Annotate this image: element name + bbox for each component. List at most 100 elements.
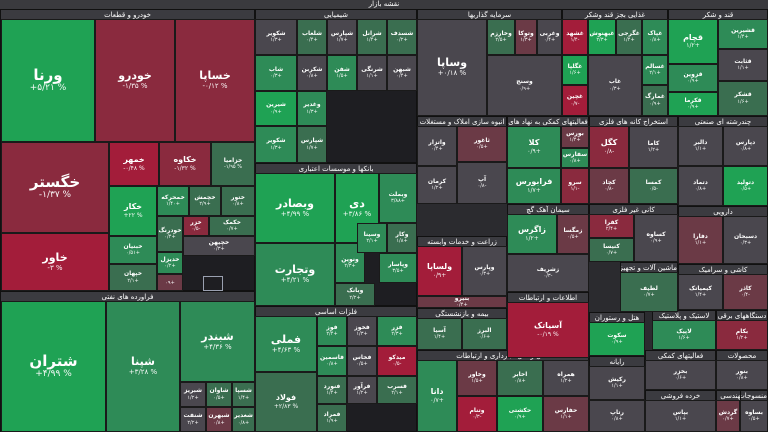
stock-tile-zmargh[interactable]: زمگسا +۰/۵ — [557, 214, 589, 254]
stock-tile-rkish[interactable]: رکیش +۱/۱ — [589, 366, 645, 400]
stock-tile-bmpana[interactable]: بپاس +۱/۱ — [645, 400, 716, 432]
stock-tile-ghshirin[interactable]: قشیرین +۱/۴ — [718, 19, 768, 49]
stock-tile-dtarv[interactable]: دتولید +۰/۵ — [723, 166, 768, 206]
stock-tile-khzamia[interactable]: خزامیا% ۱/۹۵- — [211, 142, 255, 186]
stock-tile-kgaz[interactable]: کفرا +۲/۴ — [589, 214, 634, 238]
stock-tile-fnorm[interactable]: فنورد +۱/۴ — [317, 376, 347, 404]
stock-tile-kagol[interactable]: کنیسا +۰/۷ — [589, 238, 634, 262]
stock-tile-shfn[interactable]: شفن +۱/۵ — [327, 55, 357, 91]
stock-tile-khdizl[interactable]: خدیزل +۰/۲ — [157, 252, 183, 274]
stock-tile-khtvr[interactable]: ختور +۰/۸ — [221, 186, 255, 216]
stock-tile-ghnab[interactable]: غاب +۰/۳ — [588, 55, 642, 116]
stock-tile-bkhozr[interactable]: بخزر +۰/۶ — [645, 360, 716, 390]
stock-tile-khkaveh[interactable]: خکاوه% ۱/۳۲- — [159, 142, 211, 186]
stock-tile-vbank[interactable]: وبانک +۲/۲ — [335, 283, 375, 306]
stock-tile-shasfa[interactable]: شسپا +۱/۴ — [232, 382, 255, 407]
stock-tile-baran[interactable]: بکام +۱/۲ — [716, 320, 768, 350]
stock-tile-kama[interactable]: کاما +۱/۲ — [629, 126, 678, 168]
stock-tile-khbanan[interactable]: خبنیان +۰/۵۱ — [109, 236, 157, 264]
stock-tile-ksaveh[interactable]: کساوه +۰/۹ — [634, 214, 678, 262]
stock-tile-khyhn[interactable]: خچیهن +۰/۳ — [183, 236, 255, 256]
stock-tile-varna[interactable]: ورنا% ۵/۲۱+ — [1, 19, 95, 142]
stock-tile-karman[interactable]: کرمان +۱/۲ — [417, 166, 457, 204]
stock-tile-vaghadir[interactable]: وغدیر +۱/۳ — [297, 91, 327, 126]
stock-tile-ghagsar[interactable]: قکرما +۰/۹ — [668, 92, 718, 116]
stock-tile-shebriz[interactable]: شبریز +۱/۲ — [180, 382, 206, 407]
stock-tile-vbsadr[interactable]: وبصادر% ۴/۹۹+ — [255, 173, 335, 243]
stock-tile-gsaro[interactable]: گردش +۰/۷ — [716, 400, 740, 432]
stock-tile-shkrban[interactable]: شکربن +۰/۸ — [297, 55, 327, 91]
stock-tile-khkamak[interactable]: خکمک +۰/۷ — [209, 216, 255, 236]
stock-tile-khodarang[interactable]: خودرنگ +۰/۴ — [157, 216, 183, 252]
stock-tile-ghgola[interactable]: غگلپا +۱/۶ — [562, 55, 588, 85]
stock-tile-misc0[interactable]: +۰۹ — [157, 274, 183, 291]
stock-tile-shbab[interactable]: شاب +۰/۳ — [255, 55, 297, 91]
stock-tile-akhaber[interactable]: اخابر +۰/۸ — [497, 360, 543, 396]
stock-tile-fzar[interactable]: فزر +۲/۳ — [377, 316, 417, 346]
stock-tile-fkhozestan[interactable]: فخاس +۰/۵ — [347, 346, 377, 376]
stock-tile-khmhr[interactable]: خمهر% ۰/۴۸- — [109, 142, 159, 186]
stock-tile-hfars[interactable]: حفارس +۱/۱ — [543, 396, 589, 432]
stock-tile-ghpak[interactable]: غپاک +۰/۸ — [642, 19, 668, 55]
stock-tile-fsbzh[interactable]: فسرب +۲/۱ — [377, 376, 417, 404]
stock-tile-vtjarat[interactable]: وتجارت% ۴/۲۱+ — [255, 243, 335, 306]
stock-tile-khchmsh[interactable]: خچمش +۲/۹ — [189, 186, 221, 216]
stock-tile-shsdf[interactable]: شسدف +۰/۲ — [387, 19, 417, 55]
stock-tile-khahan[interactable]: خپهان +۲/۱ — [109, 264, 157, 291]
stock-tile-fkhooz[interactable]: فخوز +۱/۳ — [347, 316, 377, 346]
stock-tile-tla[interactable]: کلا +۰/۹ — [507, 126, 561, 168]
stock-tile-shpars[interactable]: شپارس +۱/۷ — [327, 19, 357, 55]
stock-tile-vsina[interactable]: وسینا +۲/۱ — [357, 223, 387, 253]
stock-tile-kmsa[interactable]: کمسا -۰/۵ — [629, 168, 678, 204]
stock-tile-fesfahan[interactable]: فاسمین +۰/۸ — [317, 346, 347, 376]
stock-tile-kchad[interactable]: کچاد -۰/۸ — [589, 168, 629, 204]
stock-tile-vtnm[interactable]: وتنام -۰/۳ — [457, 396, 497, 432]
stock-tile-hamrah[interactable]: همراه +۱/۲ — [543, 360, 589, 396]
stock-tile-dfara[interactable]: دفارا +۱/۱ — [678, 216, 723, 264]
stock-tile-hkeshti[interactable]: حکشتی +۰/۹ — [497, 396, 543, 432]
stock-tile-ghbehsh[interactable]: غبهنوش +۲/۳ — [588, 19, 616, 55]
stock-tile-bsaveh[interactable]: بساوه +۰/۵ — [740, 400, 768, 432]
stock-tile-ghanbarat[interactable]: قثابت +۱/۱ — [718, 49, 768, 81]
stock-tile-kfars[interactable]: کیمیاتک +۱/۴ — [678, 274, 723, 310]
stock-tile-ghshakr[interactable]: قشکر +۱/۶ — [718, 81, 768, 116]
stock-tile-fravri[interactable]: فرابورس +۱/۷ — [507, 168, 561, 204]
stock-tile-sapa[interactable]: آپ -۰/۸ — [457, 162, 507, 204]
stock-tile-vasapa[interactable]: وساپا% ۰/۱۸+ — [417, 19, 487, 116]
stock-tile-vakhark[interactable]: وخارزم +۲/۵ — [487, 19, 515, 55]
stock-tile-khodro[interactable]: خودرو% ۱/۳۵- — [95, 19, 175, 142]
stock-tile-dpars[interactable]: دپارس +۰/۸ — [723, 126, 768, 166]
stock-tile-dalborz[interactable]: دالبر +۱/۱ — [678, 126, 723, 166]
stock-tile-shghdir[interactable]: شغدیر +۰/۸ — [232, 407, 255, 432]
stock-tile-shpars[interactable]: شپارس +۱/۷ — [297, 126, 327, 163]
stock-tile-khavar[interactable]: خاور% ۳- — [1, 233, 109, 291]
stock-tile-sfars[interactable]: سفارس +۰/۸ — [561, 148, 589, 168]
stock-tile-ghchaam[interactable]: قچام +۱/۲ — [668, 19, 718, 64]
stock-tile-ghchin[interactable]: غچین -۰/۷ — [562, 85, 588, 116]
stock-tile-vpna[interactable]: وپارس +۰/۳ — [462, 246, 507, 296]
stock-tile-asia[interactable]: آسیاتک% ۰/۱۹- — [507, 302, 589, 358]
stock-tile-bnor[interactable]: بنور +۰/۸ — [716, 360, 768, 390]
stock-tile-shapna[interactable]: شپنا% ۳/۲۸+ — [106, 301, 180, 432]
stock-tile-mido[interactable]: میدکو -۰/۵ — [377, 346, 417, 376]
stock-tile-vsnaj[interactable]: وسنج +۰/۹ — [487, 55, 562, 116]
stock-tile-khegostar[interactable]: خگستر% ۱/۳۷- — [1, 142, 109, 233]
stock-tile-shkavir[interactable]: شکویر +۱/۳ — [255, 126, 297, 163]
stock-tile-bours[interactable]: بورس +۱/۴ — [561, 126, 589, 148]
stock-tile-thaghayer[interactable]: ثاغور +۰/۵ — [457, 126, 507, 162]
stock-tile-fhrml[interactable]: فرآور +۱/۲ — [347, 376, 377, 404]
stock-tile-bazar[interactable]: آسیا +۱/۴ — [417, 318, 462, 350]
stock-tile-bmaskan[interactable]: بنیرو +۰/۴ — [417, 296, 507, 308]
stock-tile-kgol[interactable]: کگل -۰/۸ — [589, 126, 629, 168]
stock-tile-shirin[interactable]: شیرین +۰/۹ — [255, 91, 297, 126]
stock-tile-ltsa[interactable]: لطیف +۰/۷ — [620, 272, 678, 312]
stock-tile-foolad[interactable]: فولاد% ۲/۸۳+ — [255, 372, 317, 432]
stock-tile-kaberh[interactable]: کاذر -۰/۴ — [723, 274, 768, 310]
stock-tile-zagros[interactable]: زاگرس +۱/۲ — [507, 214, 557, 254]
stock-tile-sarv[interactable]: سرو -۱/۱ — [561, 168, 589, 204]
stock-tile-dsobhan[interactable]: دسبحان +۰/۳ — [723, 216, 768, 264]
stock-tile-khmhrkh[interactable]: خمحرکه +۱/۴۰ — [157, 186, 189, 216]
stock-tile-khzar[interactable]: خزر -۰/۵ — [183, 216, 209, 236]
stock-tile-shoran[interactable]: شاوان +۰/۵ — [206, 382, 232, 407]
stock-tile-lapic[interactable]: لاپیک +۱/۶ — [652, 320, 716, 350]
